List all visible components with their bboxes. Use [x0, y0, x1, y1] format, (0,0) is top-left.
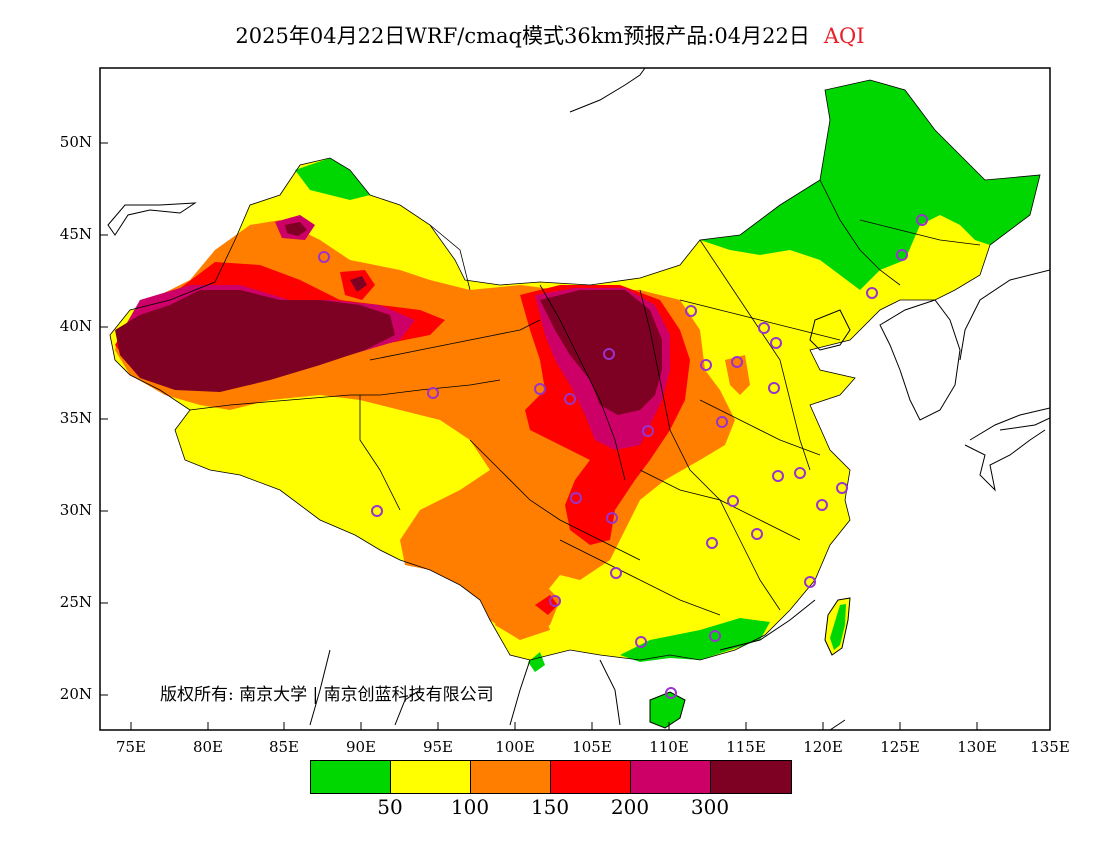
station-marker-icon: [768, 382, 780, 394]
station-marker-icon: [804, 576, 816, 588]
taiwan-good-zone: [830, 604, 846, 650]
station-marker-icon: [770, 337, 782, 349]
legend-color-cell: [471, 761, 551, 793]
station-marker-icon: [549, 595, 561, 607]
latitude-label: 30N: [59, 501, 92, 519]
station-marker-icon: [635, 636, 647, 648]
station-marker-icon: [665, 687, 677, 699]
aqi-zone-hazardous-tarim: [115, 290, 395, 392]
longitude-label: 75E: [115, 738, 147, 756]
hainan-island: [649, 691, 686, 729]
aqi-zone-good-northeast: [700, 80, 1040, 290]
station-marker-icon: [564, 393, 576, 405]
station-marker-icon: [896, 249, 908, 261]
station-marker-icon: [642, 425, 654, 437]
longitude-label: 80E: [192, 738, 224, 756]
aqi-zone-hazardous-spot: [285, 222, 307, 236]
aqi-zone-usg-tibet: [495, 585, 560, 640]
aqi-zone-good-south: [620, 618, 770, 662]
longitude-label: 85E: [268, 738, 300, 756]
station-marker-icon: [727, 495, 739, 507]
latitude-label: 20N: [59, 685, 92, 703]
aqi-zone-good-northwest: [295, 158, 370, 200]
station-marker-icon: [794, 467, 806, 479]
station-marker-icon: [758, 322, 770, 334]
copyright-text: 版权所有: 南京大学 | 南京创蓝科技有限公司: [160, 685, 494, 705]
aqi-zone-unhealthy-tibet: [535, 595, 558, 615]
longitude-label: 115E: [726, 738, 766, 756]
legend-color-cell: [391, 761, 471, 793]
station-marker-icon: [716, 416, 728, 428]
longitude-label: 95E: [422, 738, 454, 756]
longitude-label: 125E: [880, 738, 920, 756]
longitude-label: 120E: [803, 738, 843, 756]
legend-tick-label: 50: [377, 795, 403, 819]
station-marker-icon: [603, 348, 615, 360]
station-marker-icon: [318, 251, 330, 263]
aqi-zone-usg-east: [725, 355, 750, 395]
station-marker-icon: [570, 492, 582, 504]
admin-boundaries: [109, 79, 1041, 661]
station-marker-icon: [866, 287, 878, 299]
longitude-label: 105E: [572, 738, 612, 756]
legend-tick-label: 150: [530, 795, 570, 819]
station-marker-icon: [751, 528, 763, 540]
station-marker-icon: [916, 214, 928, 226]
legend-color-cell: [551, 761, 631, 793]
station-marker-icon: [700, 359, 712, 371]
legend-tick-label: 100: [450, 795, 490, 819]
station-marker-icon: [706, 537, 718, 549]
latitude-label: 25N: [59, 593, 92, 611]
map-title: 2025年04月22日WRF/cmaq模式36km预报产品:04月22日 AQI: [0, 20, 1100, 50]
title-variable: AQI: [823, 24, 865, 48]
station-marker-icon: [606, 512, 618, 524]
legend-color-cell: [311, 761, 391, 793]
station-marker-icon: [685, 305, 697, 317]
latitude-label: 35N: [59, 409, 92, 427]
legend-color-cell: [711, 761, 791, 793]
latitude-label: 50N: [59, 133, 92, 151]
aqi-zone-hazardous-ordos: [540, 290, 662, 415]
axis-ticks: [100, 142, 1051, 730]
station-marker-icon: [534, 383, 546, 395]
station-marker-icon: [836, 482, 848, 494]
station-marker-icon: [610, 567, 622, 579]
station-marker-icon: [709, 630, 721, 642]
longitude-label: 130E: [957, 738, 997, 756]
longitude-label: 135E: [1030, 738, 1070, 756]
legend-color-cell: [631, 761, 711, 793]
longitude-label: 100E: [495, 738, 535, 756]
longitude-label: 90E: [345, 738, 377, 756]
legend-tick-label: 300: [690, 795, 730, 819]
title-main: 2025年04月22日WRF/cmaq模式36km预报产品:04月22日: [235, 24, 810, 48]
longitude-label: 110E: [649, 738, 689, 756]
station-marker-icon: [816, 499, 828, 511]
latitude-label: 40N: [59, 317, 92, 335]
legend-tick-label: 200: [610, 795, 650, 819]
station-marker-icon: [427, 387, 439, 399]
map-content: [107, 68, 1050, 730]
station-marker-icon: [731, 356, 743, 368]
aqi-color-legend: [310, 760, 792, 794]
monitoring-stations: [318, 214, 928, 699]
latitude-label: 45N: [59, 225, 92, 243]
station-marker-icon: [772, 470, 784, 482]
coastlines: [107, 68, 1050, 730]
station-marker-icon: [371, 505, 383, 517]
map-frame: [99, 67, 1051, 731]
aqi-zone-hazardous-spot-2: [350, 276, 367, 292]
